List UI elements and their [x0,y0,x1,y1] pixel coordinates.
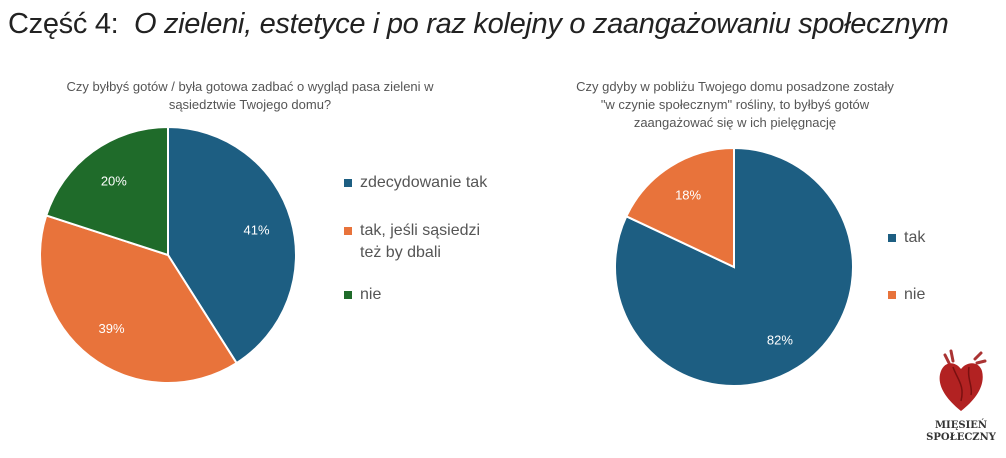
legend-item: tak, jeśli sąsiedzi też by dbali [344,220,480,264]
data-label: 20% [101,173,127,188]
legend-text: tak, jeśli sąsiedzi [360,222,481,239]
legend-label: tak, jeśli sąsiedzi też by dbali [360,220,480,264]
chart1-title-line: sąsiedztwie Twojego domu? [168,97,332,112]
chart2-title-line: zaangażować się w ich pielęgnację [633,115,837,130]
chart2-title: Czy gdyby w pobliżu Twojego domu posadzo… [560,78,910,132]
logo-line1: MIĘSIEŃ [934,420,988,431]
chart1-title-line: Czy byłbyś gotów / była gotowa zadbać o … [66,79,434,94]
legend-text: nie [904,286,926,303]
title-italic: O zieleni, estetyce i po raz kolejny o z… [133,8,949,40]
data-label: 39% [98,321,124,336]
legend-label: nie [904,284,925,306]
legend-label: nie [360,284,381,306]
heart-icon [939,349,987,411]
legend-item: zdecydowanie tak [344,172,487,194]
page-title: Część 4: O zieleni, estetyce i po raz ko… [8,8,949,41]
legend-text: zdecydowanie tak [360,174,488,191]
pie-slice [45,125,169,257]
legend-swatch [888,291,896,299]
data-label: 18% [675,188,701,203]
legend-text: nie [360,286,382,303]
title-prefix: Część 4: [8,8,119,40]
chart2-title-line: Czy gdyby w pobliżu Twojego domu posadzo… [576,79,894,94]
logo: MIĘSIEŃ SPOŁECZNY [918,345,1004,444]
data-label: 82% [767,332,793,347]
data-label: 41% [243,222,269,237]
legend-swatch [344,227,352,235]
pie-slice [624,146,735,269]
legend-item: tak [888,227,925,249]
pie-slice [39,214,238,384]
legend-text: tak [904,229,926,246]
legend-text: też by dbali [360,244,441,261]
chart1-title: Czy byłbyś gotów / była gotowa zadbać o … [40,78,460,114]
legend-swatch [344,179,352,187]
legend-label: tak [904,227,925,249]
legend-label: zdecydowanie tak [360,172,487,194]
legend-swatch [888,234,896,242]
pie-slice [614,146,854,387]
legend-item: nie [344,284,381,306]
logo-line2: SPOŁECZNY [926,432,996,443]
legend-swatch [344,291,352,299]
legend-item: nie [888,284,925,306]
chart2-title-line: "w czynie społecznym" rośliny, to byłbyś… [600,97,870,112]
